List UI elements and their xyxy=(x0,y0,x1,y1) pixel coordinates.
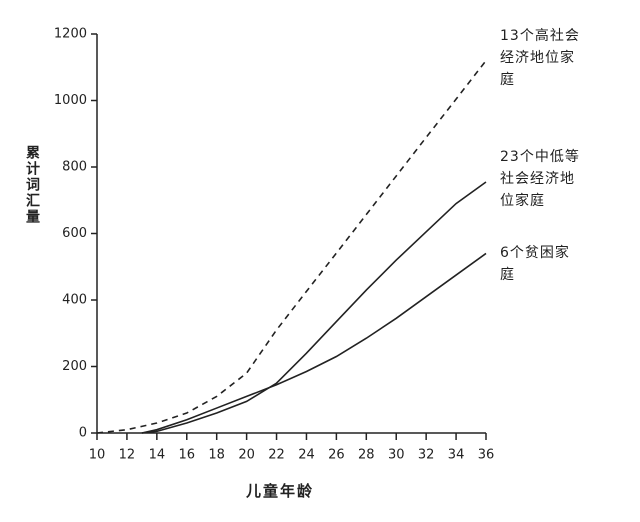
x-tick-label: 30 xyxy=(388,448,405,463)
x-tick-label: 12 xyxy=(119,448,136,463)
x-tick-label: 16 xyxy=(178,448,195,463)
x-tick-label: 34 xyxy=(448,448,465,463)
y-axis-label: 累计词汇量 xyxy=(24,145,40,225)
series-label: 23个中低等社会经济地位家庭 xyxy=(500,148,580,209)
x-tick-label: 28 xyxy=(358,448,375,463)
x-tick-label: 32 xyxy=(418,448,435,463)
series-label: 6个贫困家庭 xyxy=(500,245,570,284)
y-tick-label: 1000 xyxy=(54,93,87,108)
series-line xyxy=(96,60,487,434)
x-tick-label: 18 xyxy=(208,448,225,463)
x-tick-label: 10 xyxy=(89,448,106,463)
x-axis-label: 儿童年龄 xyxy=(246,482,315,500)
x-tick-label: 36 xyxy=(478,448,495,463)
series-label: 13个高社会经济地位家庭 xyxy=(500,27,580,88)
x-tick-label: 20 xyxy=(238,448,255,463)
series-line xyxy=(141,181,487,434)
y-tick-label: 200 xyxy=(62,359,87,374)
y-tick-label: 0 xyxy=(79,426,87,441)
y-tick-label: 400 xyxy=(62,293,87,308)
series-line xyxy=(141,252,487,434)
x-tick-label: 24 xyxy=(298,448,315,463)
y-tick-label: 800 xyxy=(62,160,87,175)
x-tick-label: 26 xyxy=(328,448,345,463)
x-tick-label: 22 xyxy=(268,448,285,463)
y-tick-label: 1200 xyxy=(54,27,87,42)
x-tick-label: 14 xyxy=(149,448,166,463)
y-tick-label: 600 xyxy=(62,226,87,241)
